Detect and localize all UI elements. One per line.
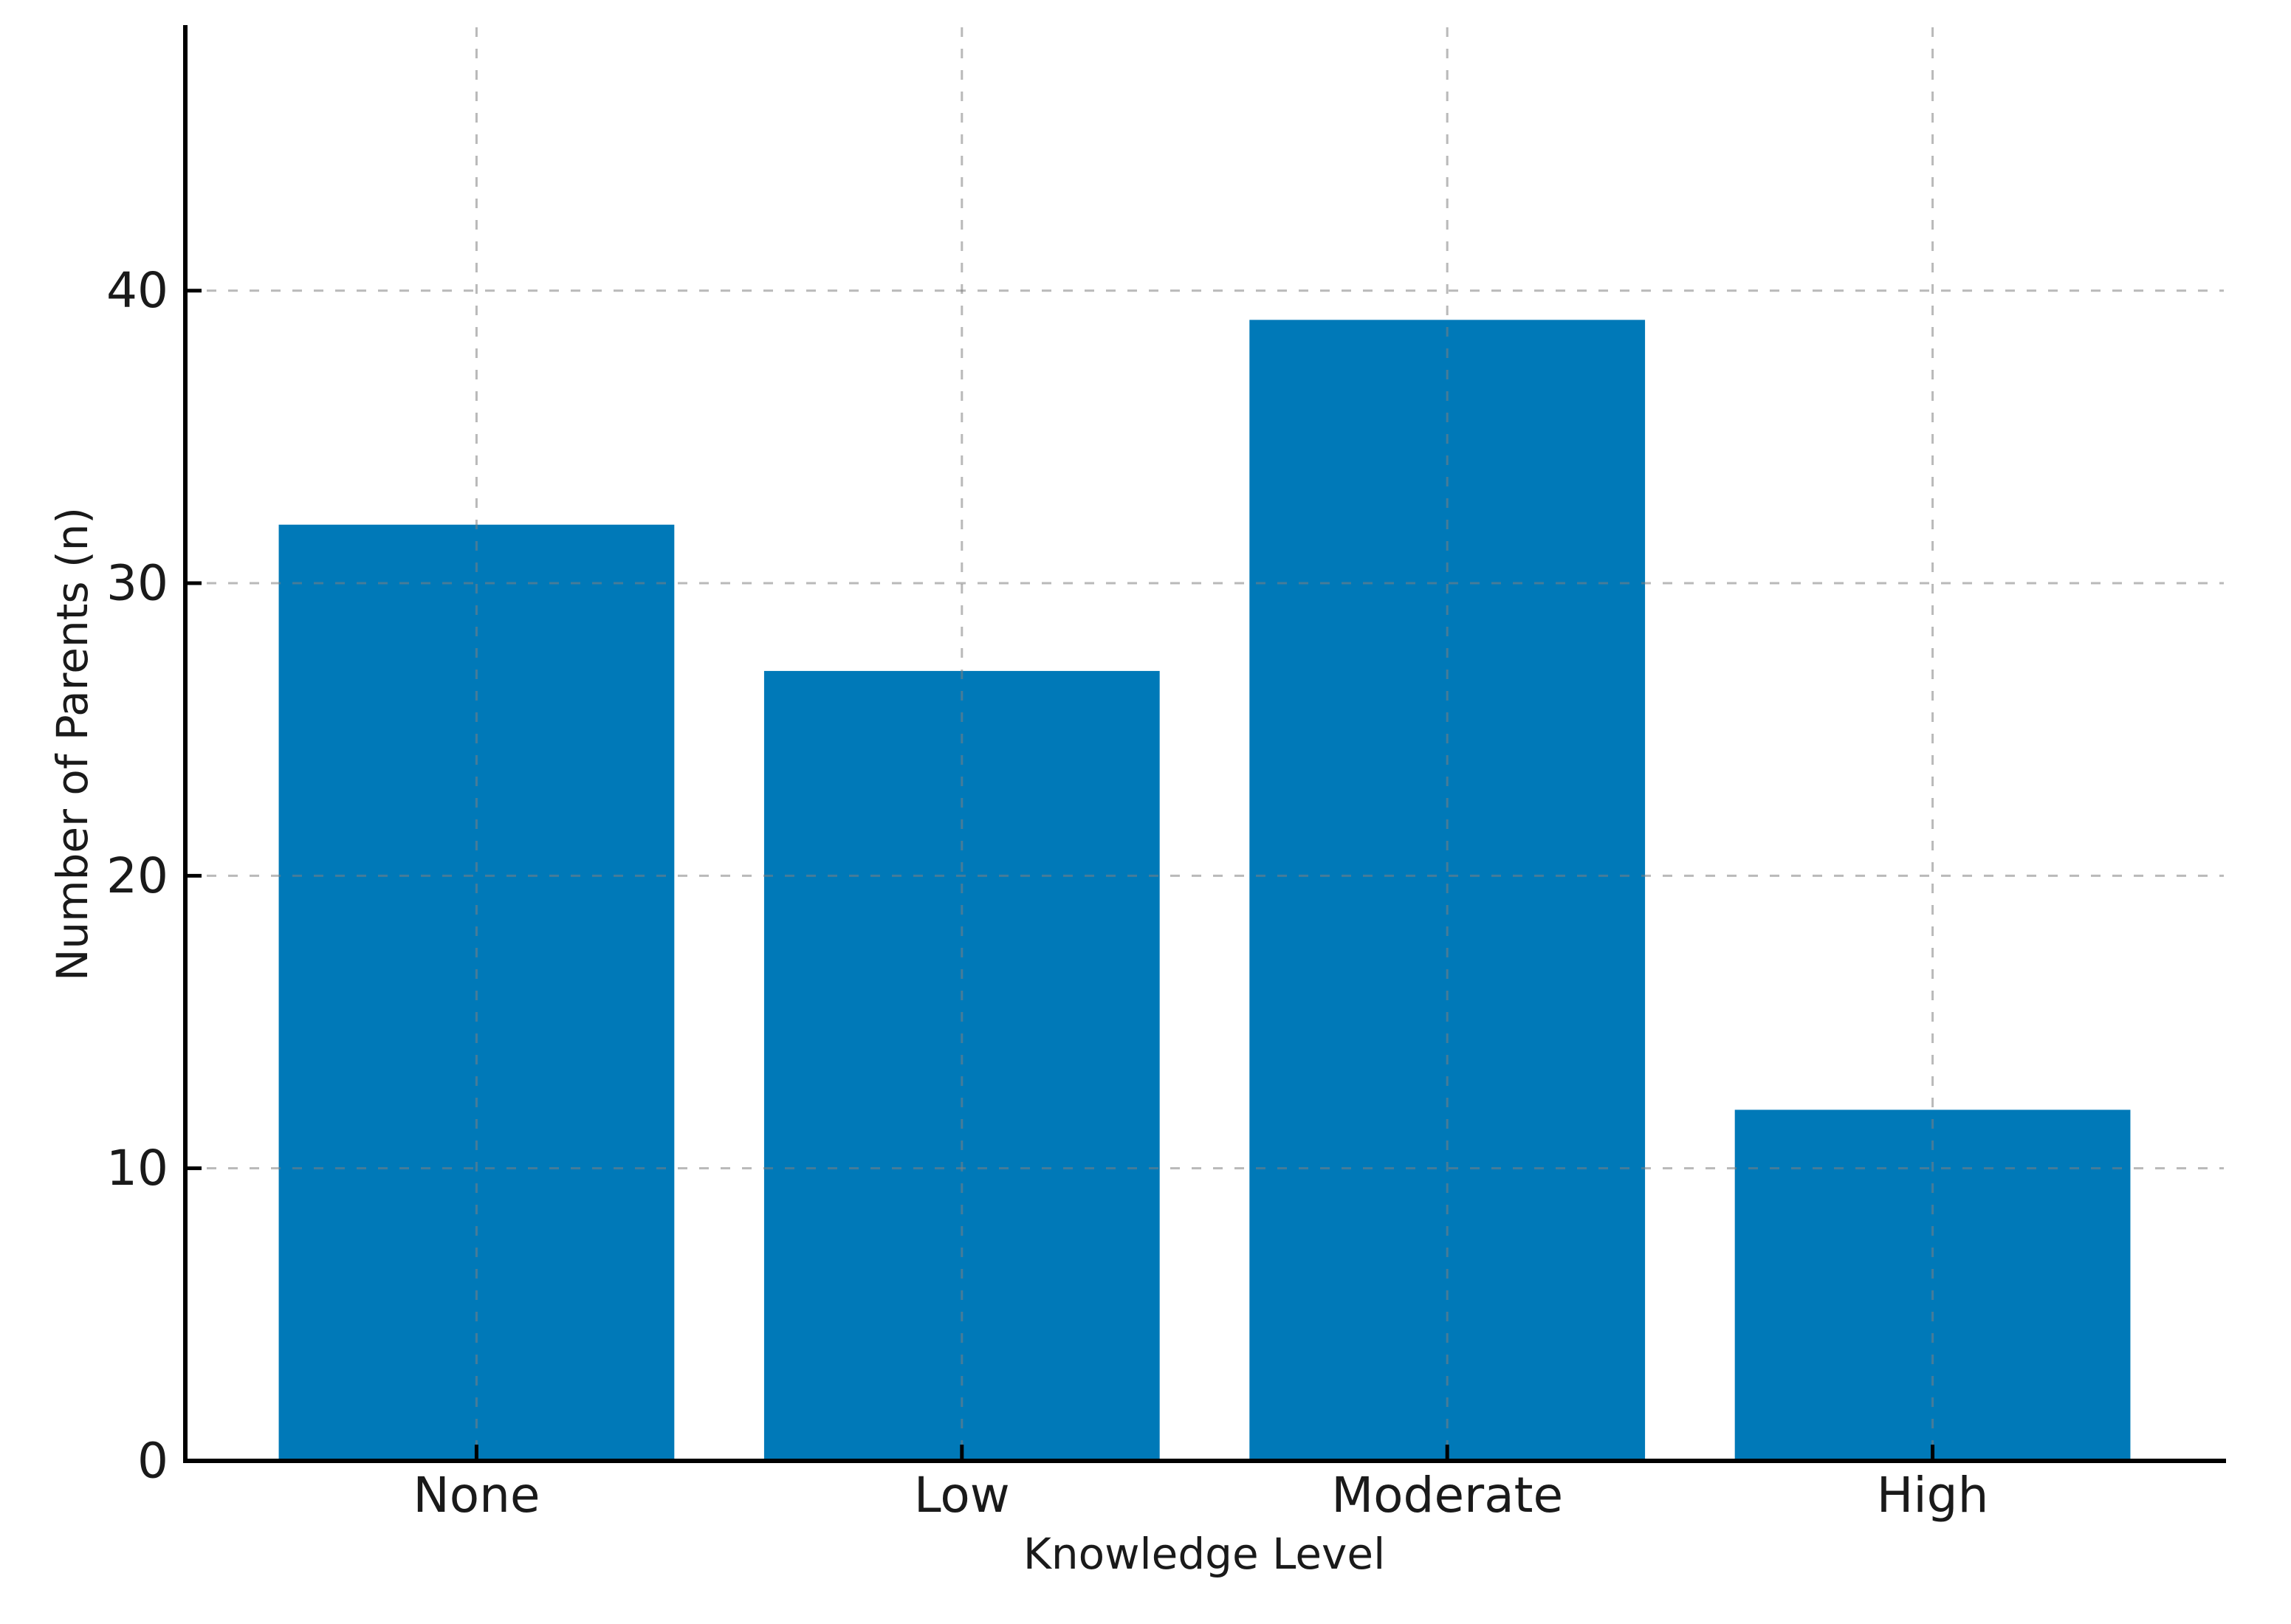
tick-marks-group xyxy=(185,289,1935,1463)
y-axis-title: Number of Parents (n) xyxy=(47,507,97,981)
y-tick-label-40: 40 xyxy=(106,262,168,319)
bars-group xyxy=(278,320,2131,1461)
axes-group xyxy=(183,25,2226,1463)
x-tick-label-low: Low xyxy=(914,1467,1010,1524)
y-tick-label-20: 20 xyxy=(106,847,168,904)
x-tick-label-moderate: Moderate xyxy=(1331,1467,1563,1524)
gridlines-group xyxy=(185,27,2224,1461)
y-tick-label-30: 30 xyxy=(106,555,168,612)
x-tick-label-high: High xyxy=(1877,1467,1989,1524)
x-axis-title: Knowledge Level xyxy=(1023,1529,1385,1579)
y-tick-labels-group: 0 10 20 30 40 xyxy=(106,262,168,1489)
x-tick-label-none: None xyxy=(413,1467,540,1524)
y-tick-label-10: 10 xyxy=(106,1140,168,1197)
x-tick-labels-group: None Low Moderate High xyxy=(413,1467,1988,1524)
y-tick-label-0: 0 xyxy=(137,1433,168,1490)
